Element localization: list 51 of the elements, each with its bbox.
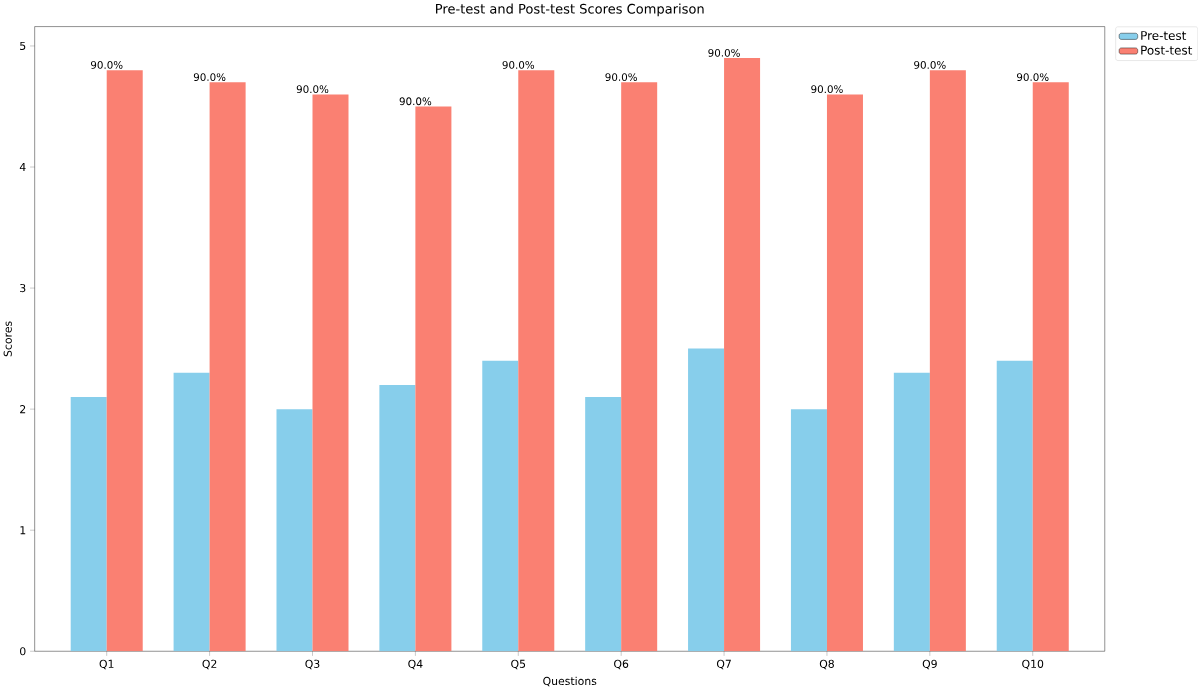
annotation: 90.0% [605, 73, 637, 82]
x-tick-label: Q6 [614, 659, 629, 670]
annotation: 90.0% [914, 61, 946, 69]
annotation: 90.0% [399, 97, 432, 106]
bar [209, 82, 246, 652]
bar [173, 372, 210, 652]
x-tick-label: Q4 [408, 659, 423, 670]
annotation: 90.0% [502, 61, 535, 69]
bar [996, 360, 1033, 652]
annotation: 90.0% [193, 73, 226, 82]
legend-label: Post-test [1141, 45, 1193, 55]
x-tick-label: Q2 [202, 659, 217, 670]
bar [106, 70, 143, 652]
bar [893, 372, 930, 652]
y-tick-label: 0 [20, 647, 26, 656]
y-tick-label: 3 [20, 283, 26, 293]
bar [688, 348, 725, 652]
y-tick-label: 4 [19, 163, 26, 172]
chart-title: Pre-test and Post-test Scores Comparison [436, 3, 704, 17]
x-tick-label: Q3 [305, 659, 320, 670]
x-tick-label: Q5 [511, 659, 526, 670]
bar [276, 409, 313, 652]
annotation: 90.0% [708, 48, 740, 57]
bar [312, 94, 349, 652]
bar [379, 384, 416, 652]
annotation: 90.0% [811, 85, 843, 94]
bar [826, 94, 863, 652]
annotation: 90.0% [90, 61, 123, 69]
legend-label: Pre-test [1141, 31, 1187, 41]
x-tick-label: Q7 [716, 659, 731, 670]
y-axis-title: Scores [3, 321, 12, 357]
y-tick-label: 2 [20, 405, 26, 414]
bar [415, 106, 452, 652]
y-tick-label: 5 [20, 41, 26, 51]
bar [482, 360, 519, 652]
y-tick-label: 1 [20, 526, 26, 535]
x-tick-label: Q9 [922, 659, 937, 670]
bar [929, 70, 966, 652]
bar [70, 397, 107, 652]
x-tick-label: Q8 [819, 659, 834, 670]
bar [1032, 82, 1069, 652]
x-tick-label: Q1 [99, 659, 114, 670]
bar [621, 82, 658, 652]
bar [585, 397, 622, 652]
x-tick-label: Q10 [1022, 659, 1044, 670]
bar [518, 70, 555, 652]
annotation: 90.0% [1017, 73, 1049, 82]
bar [790, 409, 827, 652]
annotation: 90.0% [296, 85, 329, 94]
bar [724, 58, 761, 652]
x-axis-title: Questions [543, 676, 597, 687]
